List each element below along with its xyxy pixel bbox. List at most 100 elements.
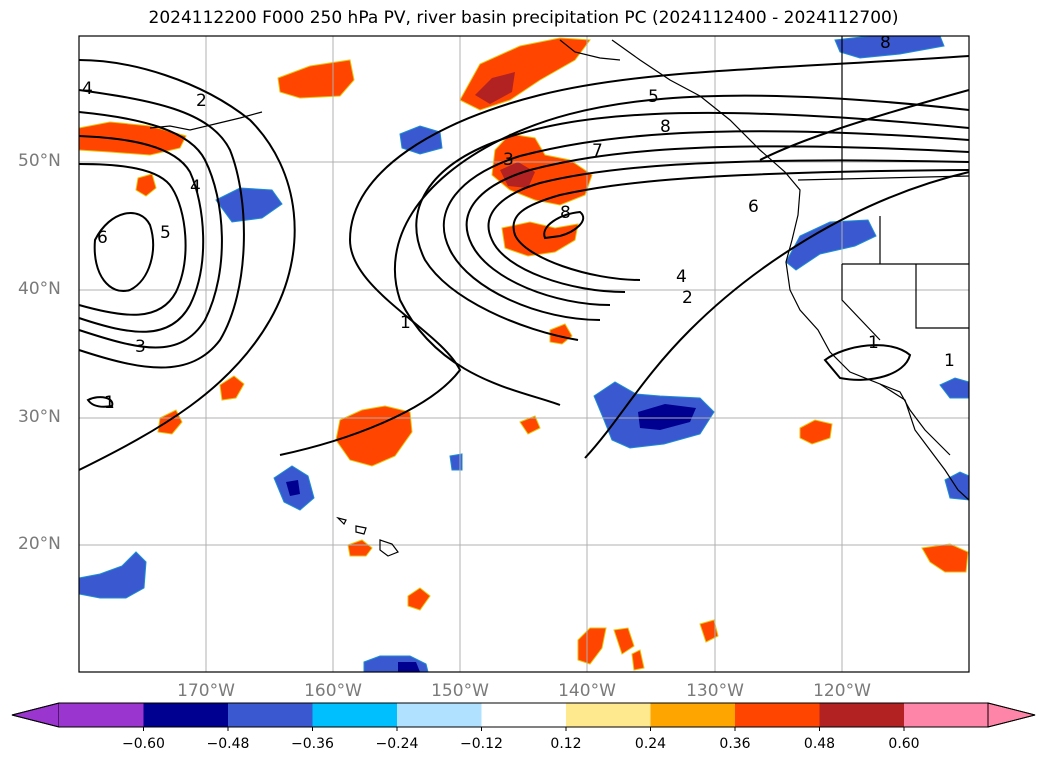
pv-contour bbox=[512, 169, 970, 281]
contour-label: 8 bbox=[880, 33, 891, 53]
negative-area bbox=[785, 219, 877, 271]
negative-area bbox=[78, 551, 147, 599]
contour-label: 8 bbox=[660, 117, 671, 137]
contour-label: 4 bbox=[190, 177, 201, 197]
negative-area-core bbox=[638, 404, 696, 430]
lon-label: 120°W bbox=[813, 681, 871, 701]
pv-contour bbox=[78, 111, 223, 349]
pv-contour bbox=[78, 89, 245, 369]
contour-label: 6 bbox=[748, 197, 759, 217]
colorbar-tick-label: −0.36 bbox=[291, 736, 334, 752]
pv-contour bbox=[279, 55, 970, 456]
contour-label: 1 bbox=[944, 351, 955, 371]
pv-contour bbox=[93, 212, 155, 292]
colorbar-tick-label: 0.12 bbox=[550, 736, 582, 752]
colorbar-segment bbox=[904, 703, 988, 727]
pv-contour bbox=[394, 94, 970, 406]
pv-contour bbox=[584, 171, 970, 459]
positive-area bbox=[799, 419, 833, 445]
contour-label: 3 bbox=[503, 150, 514, 170]
pv-contour bbox=[442, 130, 970, 321]
contour-label: 2 bbox=[196, 91, 207, 111]
contour-label: 1 bbox=[104, 393, 115, 413]
lat-label: 30°N bbox=[18, 407, 61, 427]
contour-label: 5 bbox=[648, 87, 659, 107]
pv-contour bbox=[759, 89, 970, 161]
positive-area bbox=[277, 59, 355, 99]
colorbar-tick-label: −0.24 bbox=[375, 736, 419, 752]
map-title: 2024112200 F000 250 hPa PV, river basin … bbox=[148, 8, 899, 28]
graticule bbox=[79, 36, 969, 672]
colorbar-segment bbox=[397, 703, 482, 727]
contour-label: 1 bbox=[868, 333, 879, 353]
lat-label: 40°N bbox=[18, 279, 61, 299]
positive-area bbox=[501, 221, 579, 257]
contour-label: 7 bbox=[592, 141, 603, 161]
pv-contour bbox=[543, 210, 585, 240]
colorbar bbox=[11, 702, 1036, 731]
positive-area bbox=[135, 173, 157, 197]
colorbar-segment bbox=[312, 703, 397, 727]
positive-area bbox=[347, 539, 373, 557]
pv-contour bbox=[78, 135, 205, 333]
colorbar-segment bbox=[735, 703, 820, 727]
colorbar-segment bbox=[59, 703, 144, 727]
aleutian-islands bbox=[149, 111, 263, 131]
us-canada-border bbox=[797, 175, 970, 181]
colorbar-tick-label: −0.12 bbox=[460, 736, 503, 752]
contour-label: 5 bbox=[160, 223, 171, 243]
alaska-coast bbox=[559, 39, 621, 61]
colorbar-tick-label: −0.48 bbox=[206, 736, 250, 752]
state-border bbox=[841, 264, 881, 341]
positive-area bbox=[577, 627, 607, 665]
lon-label: 140°W bbox=[558, 681, 616, 701]
colorbar-segment bbox=[481, 703, 566, 727]
contour-label: 4 bbox=[82, 79, 93, 99]
colorbar-tick-label: 0.48 bbox=[803, 736, 836, 752]
lat-label: 50°N bbox=[18, 151, 61, 171]
lon-label: 150°W bbox=[431, 681, 489, 701]
positive-area bbox=[631, 649, 645, 671]
positive-area bbox=[335, 405, 413, 467]
colorbar-segment bbox=[650, 703, 735, 727]
colorbar-segment bbox=[819, 703, 904, 727]
positive-precip-areas bbox=[78, 37, 969, 671]
lat-label: 20°N bbox=[18, 534, 61, 554]
pv-contour bbox=[487, 159, 970, 293]
colorbar-tick-label: 0.36 bbox=[719, 736, 751, 752]
colorbar-tick-label: 0.24 bbox=[634, 736, 667, 752]
negative-area-core bbox=[286, 480, 300, 496]
negative-area-core bbox=[398, 662, 420, 672]
contour-label: 4 bbox=[676, 267, 687, 287]
contour-label: 1 bbox=[400, 313, 411, 333]
lon-label: 160°W bbox=[304, 681, 362, 701]
positive-area bbox=[407, 587, 431, 611]
pv-contour bbox=[78, 59, 296, 471]
colorbar-segment bbox=[143, 703, 228, 727]
colorbar-tick-label: 0.60 bbox=[888, 736, 920, 752]
colorbar-tick-label: −0.60 bbox=[122, 736, 165, 752]
contour-label: 2 bbox=[682, 288, 693, 308]
plot-frame bbox=[78, 35, 970, 673]
positive-area bbox=[491, 133, 593, 206]
lon-label: 170°W bbox=[177, 681, 235, 701]
positive-area bbox=[549, 323, 573, 345]
positive-area bbox=[613, 627, 635, 655]
pv-contour bbox=[78, 163, 187, 316]
colorbar-segment bbox=[566, 703, 651, 727]
contour-labels: 2 4 5 6 3 1 1 3 7 8 5 8 4 2 6 1 1 4 8 bbox=[82, 33, 955, 413]
pv-contour bbox=[823, 344, 912, 381]
positive-area bbox=[219, 375, 245, 401]
negative-area bbox=[399, 125, 443, 155]
pv-contour bbox=[86, 396, 114, 408]
lon-label: 130°W bbox=[686, 681, 744, 701]
negative-area bbox=[449, 453, 463, 471]
hawaii-island bbox=[379, 539, 399, 557]
positive-area bbox=[78, 121, 187, 156]
colorbar-extend-min bbox=[11, 702, 60, 728]
positive-area bbox=[921, 543, 969, 573]
pv-contours bbox=[78, 55, 970, 471]
colorbar-segment bbox=[228, 703, 313, 727]
hawaii-island bbox=[355, 525, 367, 535]
